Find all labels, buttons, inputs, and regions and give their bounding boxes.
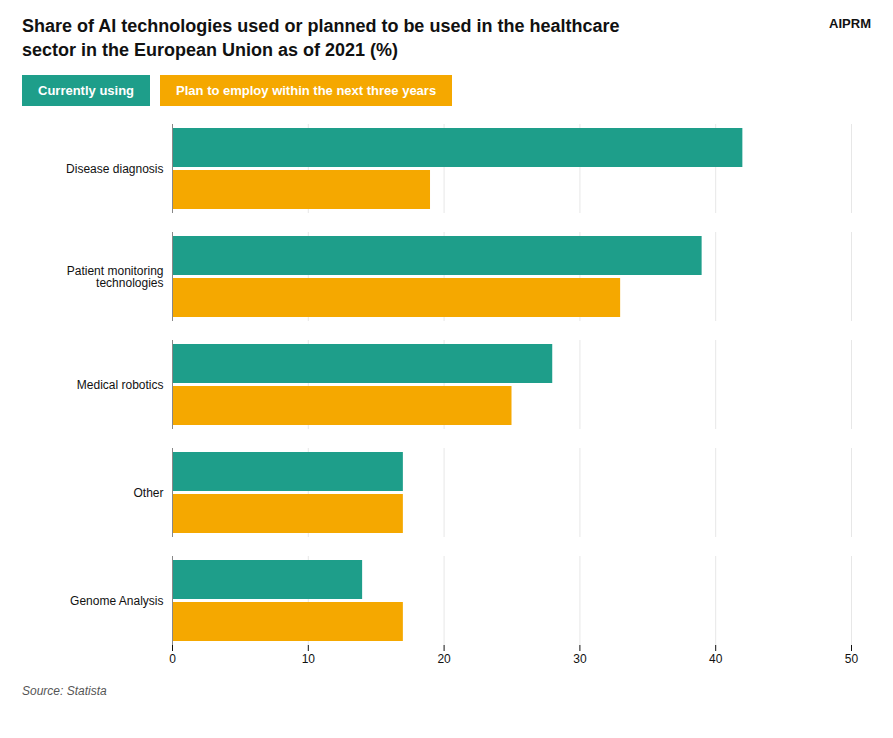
svg-text:50: 50 xyxy=(845,652,859,666)
svg-text:Patient monitoringtechnologies: Patient monitoringtechnologies xyxy=(67,263,164,289)
svg-text:0: 0 xyxy=(169,652,176,666)
html-text:Plan to employ within the next: Plan to employ within the next three yea… xyxy=(176,82,437,98)
svg-text:10: 10 xyxy=(302,652,316,666)
svg-text:20: 20 xyxy=(437,652,451,666)
svg-text:Disease diagnosis: Disease diagnosis xyxy=(66,161,163,175)
html-text:AIPRM: AIPRM xyxy=(829,16,871,31)
html-text:Source: Statista: Source: Statista xyxy=(22,683,107,698)
svg-text:Medical robotics: Medical robotics xyxy=(77,377,164,391)
svg-text:Genome Analysis: Genome Analysis xyxy=(70,593,163,607)
svg-text:Other: Other xyxy=(133,485,163,499)
html-text:Share of AI technologies used: Share of AI technologies used or planned… xyxy=(22,16,620,61)
html-text:Currently using: Currently using xyxy=(38,82,135,98)
svg-text:30: 30 xyxy=(573,652,587,666)
svg-text:40: 40 xyxy=(709,652,723,666)
